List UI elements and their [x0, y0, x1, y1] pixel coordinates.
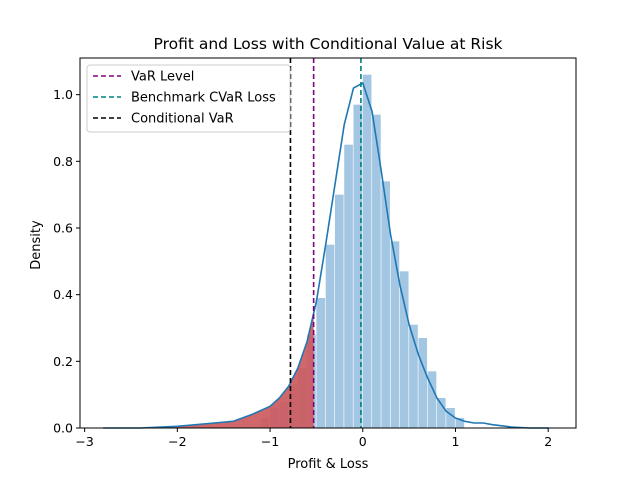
histogram-bar: [344, 144, 353, 428]
legend-box: [86, 64, 291, 133]
histogram-bar: [334, 194, 344, 428]
histogram-bar: [362, 74, 372, 429]
x-tick-label: 0: [359, 434, 367, 449]
histogram-bar: [390, 241, 400, 428]
axes-frame: [79, 57, 577, 429]
histogram-bar: [399, 271, 409, 428]
legend-label: VaR Level: [131, 70, 194, 85]
chart-title: Profit and Loss with Conditional Value a…: [154, 35, 503, 53]
x-tick-label: 1: [452, 434, 460, 449]
plot-area: [84, 58, 549, 429]
y-axis-label: Density: [29, 220, 44, 270]
legend-label: Conditional VaR: [131, 112, 234, 127]
histogram-bar: [418, 338, 428, 428]
x-tick-label: 2: [544, 434, 552, 449]
histogram-bar: [353, 104, 363, 429]
y-tick-label: 0.0: [53, 421, 73, 436]
y-tick-label: 0.4: [53, 287, 73, 302]
y-tick-label: 0.2: [53, 354, 73, 369]
y-tick-label: 0.6: [53, 221, 73, 236]
histogram-bar: [436, 398, 446, 428]
histogram-bar: [372, 114, 381, 429]
x-tick-label: −1: [261, 434, 279, 449]
histogram-bar: [325, 244, 335, 428]
kde-curve: [103, 81, 549, 429]
legend: VaR Level Benchmark CVaR Loss Conditional …: [86, 64, 291, 133]
tail-risk-area: [84, 313, 314, 428]
histogram-bar: [316, 298, 326, 428]
legend-label: Benchmark CVaR Loss: [131, 91, 276, 106]
x-axis: −3 −2 −1 0 1 2: [75, 428, 552, 449]
histogram-bar: [381, 181, 390, 428]
y-tick-label: 0.8: [53, 154, 73, 169]
histogram-bar: [446, 408, 455, 428]
histogram-bar: [427, 371, 437, 428]
x-tick-label: −3: [75, 434, 93, 449]
y-tick-label: 1.0: [53, 87, 73, 102]
x-axis-label: Profit & Loss: [288, 457, 369, 472]
x-tick-label: −2: [168, 434, 186, 449]
histogram-bar: [455, 418, 465, 428]
y-axis: 0.0 0.2 0.4 0.6 0.8 1.0: [53, 87, 80, 436]
histogram-bar: [409, 324, 418, 428]
